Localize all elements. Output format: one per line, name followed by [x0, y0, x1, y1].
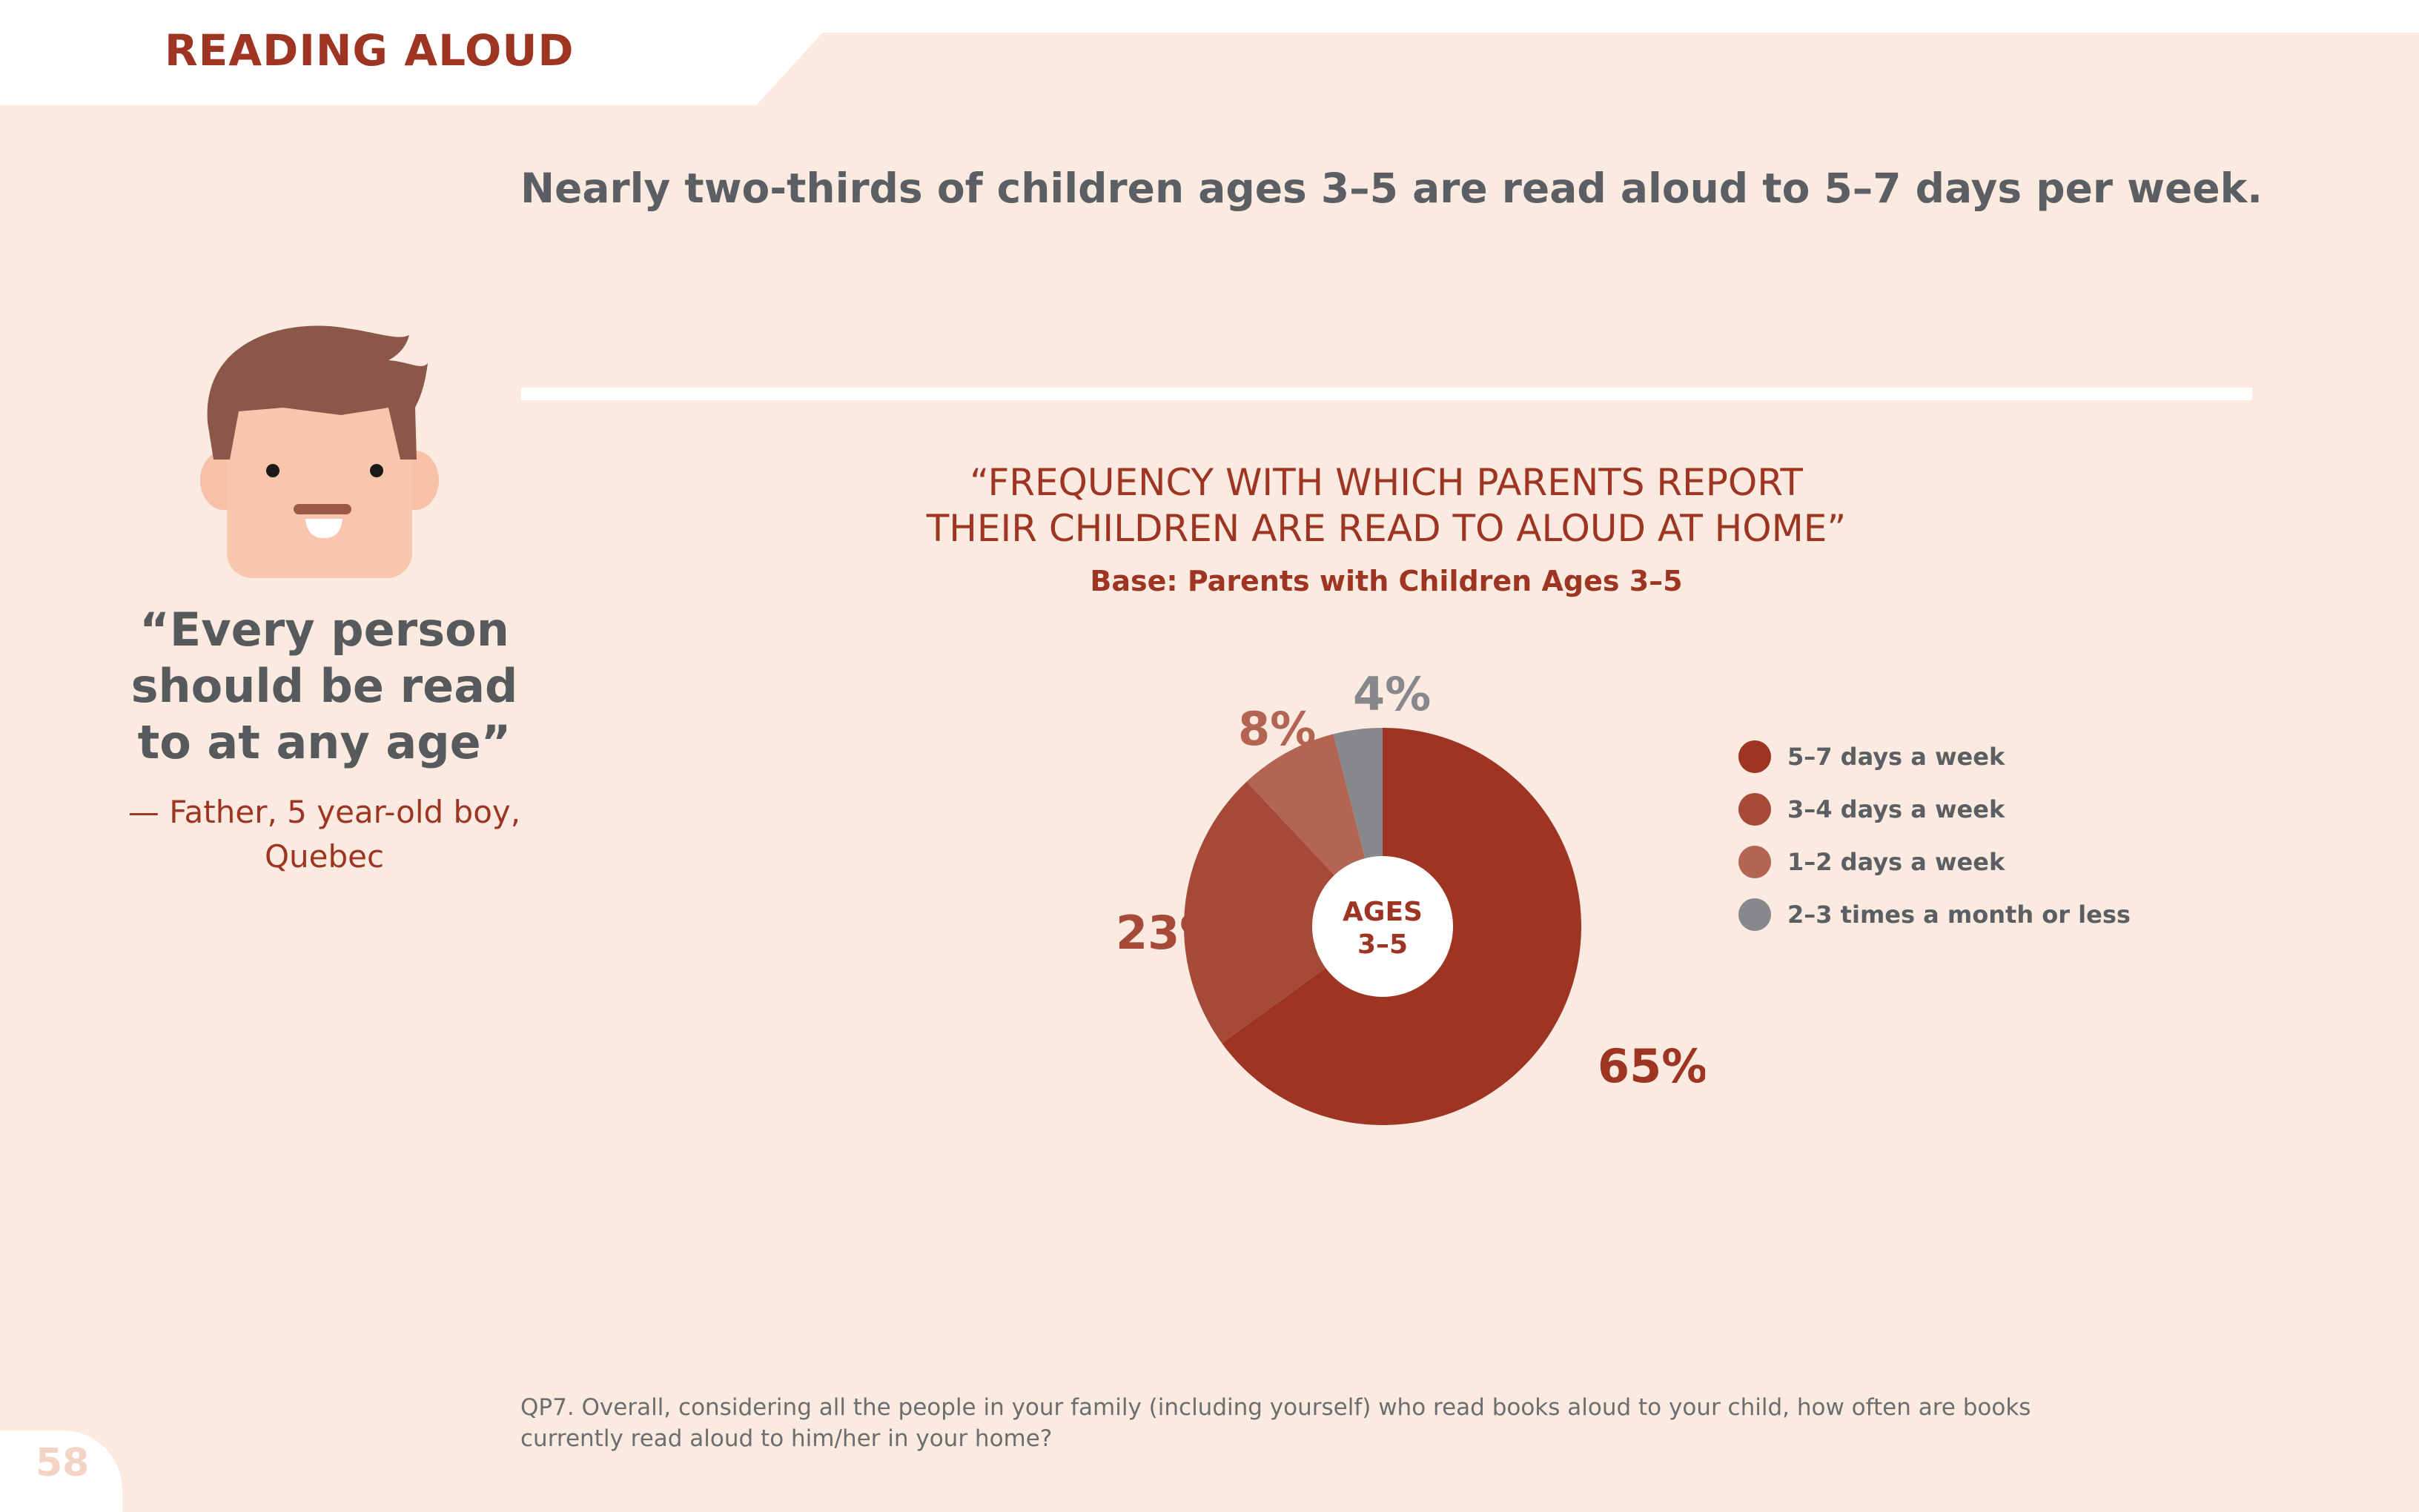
- quote-line: should be read: [130, 659, 518, 713]
- legend-item: 2–3 times a month or less: [1738, 888, 2131, 941]
- attribution-line: — Father, 5 year-old boy,: [128, 794, 521, 830]
- page-number: 58: [36, 1441, 90, 1485]
- father-avatar-icon: [200, 325, 439, 578]
- slice-value-label: 4%: [1353, 667, 1431, 721]
- pie-slice: [1184, 781, 1383, 1044]
- section-header-tab: [0, 0, 853, 105]
- footnote-line: currently read aloud to him/her in your …: [520, 1425, 1053, 1452]
- attribution-line: Quebec: [264, 838, 385, 875]
- donut-center-label: AGES: [1343, 897, 1423, 927]
- headline: Nearly two-thirds of children ages 3–5 a…: [520, 165, 2263, 212]
- legend-label: 2–3 times a month or less: [1787, 900, 2131, 929]
- slice-value-label: 23%: [1116, 906, 1225, 960]
- legend-swatch: [1738, 898, 1771, 931]
- legend-item: 5–7 days a week: [1738, 730, 2131, 783]
- chart-subtitle: Base: Parents with Children Ages 3–5: [1090, 565, 1683, 597]
- slice-value-label: 8%: [1238, 702, 1316, 756]
- chart-title-line: “FREQUENCY WITH WHICH PARENTS REPORT: [970, 461, 1803, 504]
- chart-title: “FREQUENCY WITH WHICH PARENTS REPORT THE…: [793, 460, 1979, 551]
- legend-item: 1–2 days a week: [1738, 835, 2131, 888]
- legend-label: 1–2 days a week: [1787, 847, 2005, 876]
- chart-legend: 5–7 days a week 3–4 days a week 1–2 days…: [1738, 730, 2131, 941]
- section-title: READING ALOUD: [165, 25, 575, 76]
- quote-line: to at any age”: [137, 715, 512, 769]
- quote: “Every person should be read to at any a…: [89, 602, 560, 771]
- legend-swatch: [1738, 792, 1771, 826]
- slice-value-label: 65%: [1598, 1039, 1705, 1093]
- chart-title-line: THEIR CHILDREN ARE READ TO ALOUD AT HOME…: [926, 507, 1847, 550]
- legend-item: 3–4 days a week: [1738, 783, 2131, 835]
- quote-line: “Every person: [139, 603, 509, 657]
- legend-swatch: [1738, 845, 1771, 878]
- legend-label: 5–7 days a week: [1787, 742, 2005, 771]
- footnote: QP7. Overall, considering all the people…: [520, 1392, 2077, 1454]
- footnote-line: QP7. Overall, considering all the people…: [520, 1394, 2031, 1421]
- donut-center: [1312, 856, 1453, 997]
- legend-label: 3–4 days a week: [1787, 795, 2005, 823]
- donut-center-label: 3–5: [1357, 929, 1408, 960]
- quote-attribution: — Father, 5 year-old boy, Quebec: [89, 790, 560, 879]
- legend-swatch: [1738, 740, 1771, 773]
- divider: [521, 388, 2252, 400]
